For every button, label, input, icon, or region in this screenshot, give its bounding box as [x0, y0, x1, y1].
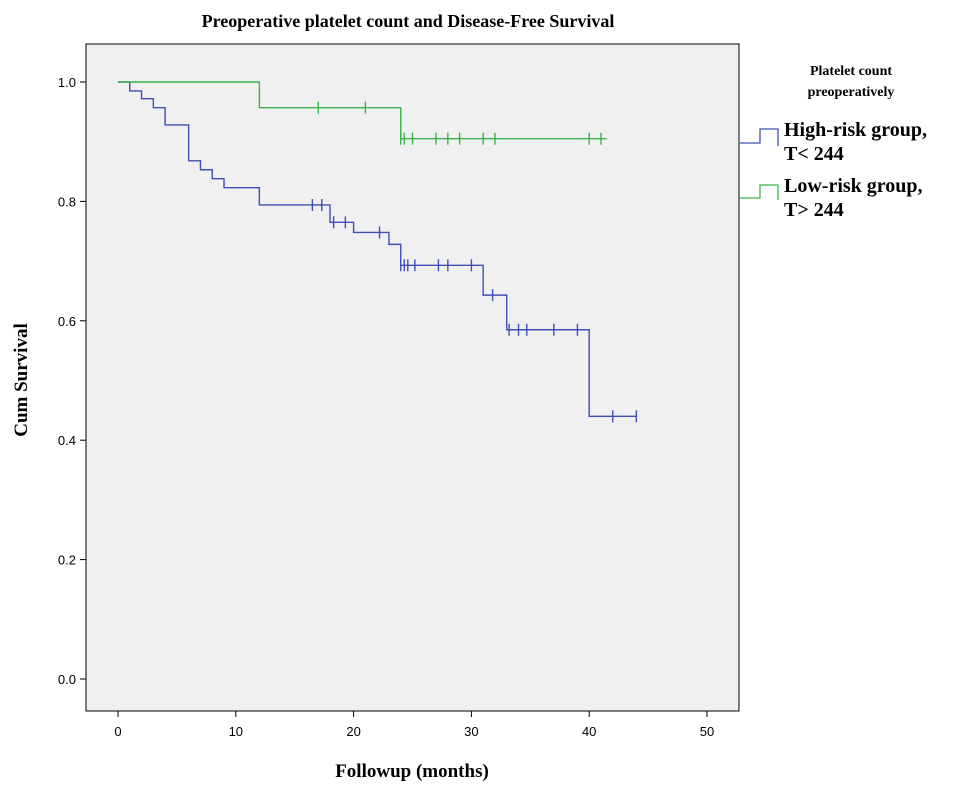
- legend-label-high-risk-line2: T< 244: [784, 143, 844, 165]
- series-0: [118, 81, 638, 423]
- x-tick-label: 30: [464, 724, 478, 739]
- y-tick-label: 0.0: [58, 672, 76, 687]
- x-tick-label: 20: [346, 724, 360, 739]
- x-axis-label: Followup (months): [335, 761, 489, 782]
- legend-swatch-low-risk: [740, 184, 779, 200]
- legend-label-low-risk-line1: Low-risk group,: [784, 175, 923, 197]
- y-tick-label: 1.0: [58, 75, 76, 90]
- legend-title-line2: preoperatively: [808, 85, 895, 100]
- x-tick-label: 50: [700, 724, 714, 739]
- x-tick-label: 10: [229, 724, 243, 739]
- legend: Platelet count preoperatively High-risk …: [740, 64, 927, 221]
- x-axis: 0 10 20 30 40 50: [114, 711, 714, 739]
- series-layer: [118, 81, 638, 423]
- series-line-1: [118, 81, 607, 140]
- legend-label-high-risk-line1: High-risk group,: [784, 119, 927, 141]
- x-tick-label: 40: [582, 724, 596, 739]
- series-line-0: [118, 81, 637, 418]
- y-axis: 0.0 0.2 0.4 0.6 0.8 1.0: [58, 75, 86, 687]
- y-axis-label: Cum Survival: [11, 323, 32, 437]
- legend-label-low-risk-line2: T> 244: [784, 199, 844, 221]
- legend-swatch-high-risk: [740, 128, 779, 146]
- legend-title-line1: Platelet count: [810, 64, 892, 79]
- x-tick-label: 0: [114, 724, 121, 739]
- y-tick-label: 0.6: [58, 314, 76, 329]
- plot-area: [85, 43, 740, 712]
- y-tick-label: 0.2: [58, 553, 76, 568]
- chart-title: Preoperative platelet count and Disease-…: [202, 11, 615, 31]
- y-tick-label: 0.4: [58, 433, 76, 448]
- y-tick-label: 0.8: [58, 194, 76, 209]
- series-1: [118, 81, 607, 145]
